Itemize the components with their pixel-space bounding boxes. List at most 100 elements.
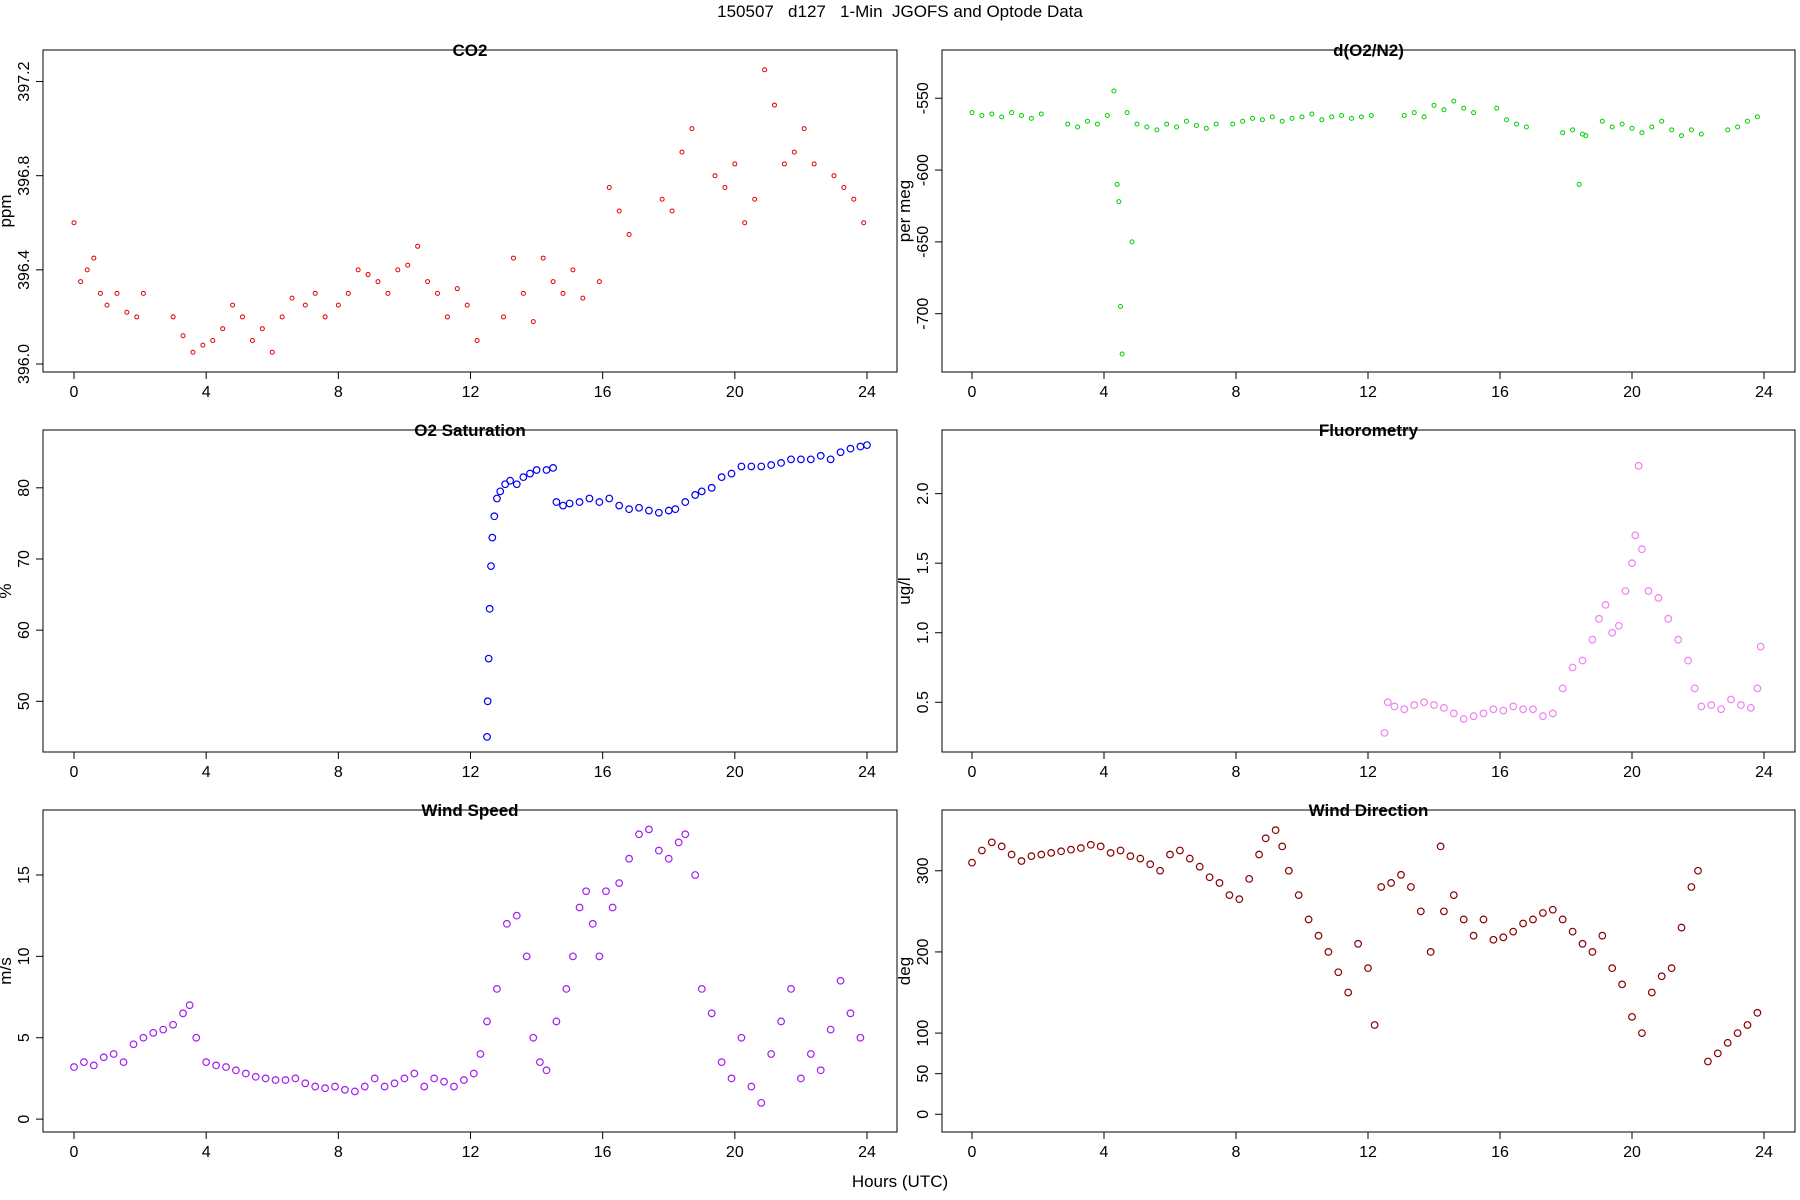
data-point xyxy=(659,196,665,202)
data-point xyxy=(301,1079,310,1088)
data-point xyxy=(1075,124,1081,130)
data-point xyxy=(747,1082,756,1091)
data-point xyxy=(1618,980,1626,989)
data-point xyxy=(370,1074,379,1083)
data-point xyxy=(1637,545,1646,554)
data-point xyxy=(1007,850,1016,859)
x-tick-label: 16 xyxy=(1491,1144,1509,1161)
data-point xyxy=(526,469,534,478)
y-tick-label: 60 xyxy=(16,621,33,639)
data-point xyxy=(757,1098,766,1107)
data-point xyxy=(1631,531,1640,540)
data-point xyxy=(856,442,865,451)
data-point xyxy=(1548,709,1557,718)
data-point xyxy=(777,1017,785,1026)
data-point xyxy=(1400,705,1409,714)
y-tick-label: 2.0 xyxy=(915,482,932,504)
data-point xyxy=(562,985,571,993)
data-point xyxy=(707,1009,716,1018)
data-point xyxy=(360,1082,369,1091)
data-point xyxy=(1449,709,1458,718)
x-tick-label: 20 xyxy=(726,384,744,401)
data-point xyxy=(1118,304,1123,310)
data-point xyxy=(487,562,495,570)
x-tick-label: 12 xyxy=(1359,764,1377,781)
data-point xyxy=(1067,845,1075,854)
data-point xyxy=(1154,127,1160,133)
data-point xyxy=(1690,684,1699,693)
data-point xyxy=(1504,117,1510,123)
panel-title: CO2 xyxy=(453,41,488,60)
data-point xyxy=(1086,840,1095,849)
data-point xyxy=(625,505,633,514)
data-point xyxy=(1659,118,1665,124)
data-point xyxy=(978,846,986,855)
x-tick-label: 12 xyxy=(462,1144,480,1161)
data-point xyxy=(1184,118,1189,124)
data-point xyxy=(1279,118,1285,124)
plot-frame xyxy=(42,429,898,753)
data-point xyxy=(826,1025,835,1034)
data-point xyxy=(450,1082,458,1091)
plot-frame xyxy=(42,49,898,373)
data-point xyxy=(289,295,295,301)
y-tick-label: 200 xyxy=(915,938,932,965)
data-point xyxy=(476,1050,485,1058)
data-point xyxy=(841,184,847,190)
data-point xyxy=(190,349,196,355)
data-point xyxy=(140,290,146,296)
data-point xyxy=(570,267,576,273)
data-point xyxy=(1215,879,1224,887)
data-point xyxy=(1116,846,1125,855)
data-point xyxy=(1509,927,1518,936)
data-point xyxy=(1723,1038,1732,1047)
data-point xyxy=(1578,656,1587,665)
data-point xyxy=(415,243,421,249)
data-point xyxy=(679,149,685,155)
data-point xyxy=(1213,121,1219,127)
data-point xyxy=(1469,931,1478,940)
data-point xyxy=(1410,701,1419,709)
y-tick-label: 50 xyxy=(16,692,33,710)
data-point xyxy=(836,448,845,457)
data-point xyxy=(430,1074,439,1083)
data-point xyxy=(707,483,716,492)
x-tick-label: 12 xyxy=(462,764,480,781)
data-point xyxy=(1255,850,1263,859)
data-point xyxy=(1294,891,1303,900)
data-point xyxy=(585,494,594,503)
data-point xyxy=(1085,118,1090,124)
data-point xyxy=(1621,587,1630,595)
data-point xyxy=(550,279,556,285)
data-point xyxy=(169,1020,178,1029)
data-point xyxy=(1164,121,1170,127)
figure-title: 150507 d127 1-Min JGOFS and Optode Data xyxy=(717,2,1083,21)
data-point xyxy=(1278,842,1287,851)
data-point xyxy=(691,871,700,879)
data-point xyxy=(826,455,835,464)
data-point xyxy=(84,267,90,273)
y-tick-label: 100 xyxy=(915,1020,932,1047)
data-point xyxy=(1119,351,1125,357)
data-point xyxy=(1743,1021,1752,1029)
data-point xyxy=(1471,110,1477,116)
data-point xyxy=(1568,663,1577,672)
y-tick-label: 396.4 xyxy=(16,250,33,290)
x-tick-label: 0 xyxy=(70,1144,79,1161)
panel-title: O2 Saturation xyxy=(414,421,525,440)
y-tick-label: -600 xyxy=(915,154,932,186)
data-point xyxy=(1027,852,1036,861)
data-point xyxy=(689,126,695,132)
y-tick-label: 70 xyxy=(16,550,33,568)
data-point xyxy=(1094,121,1100,127)
data-point xyxy=(1380,728,1389,737)
y-tick-label: 0 xyxy=(16,1115,33,1124)
data-point xyxy=(806,1050,815,1058)
data-point xyxy=(459,1076,468,1084)
data-point xyxy=(520,290,526,296)
data-point xyxy=(1753,684,1762,693)
data-point xyxy=(1469,712,1478,721)
data-point xyxy=(1390,702,1399,711)
data-point xyxy=(400,1074,409,1083)
x-tick-label: 8 xyxy=(1232,1144,1241,1161)
